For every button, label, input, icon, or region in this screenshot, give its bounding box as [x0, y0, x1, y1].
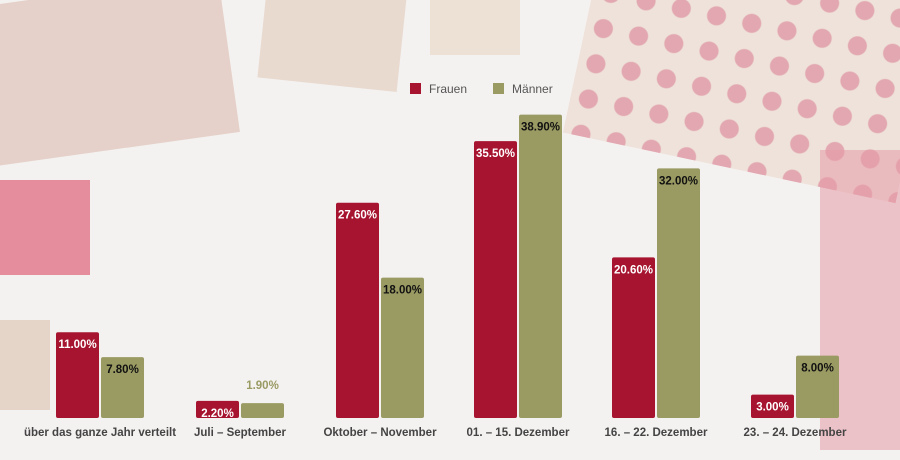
bar-maenner — [101, 357, 144, 418]
x-tick-label: 16. – 22. Dezember — [605, 427, 708, 439]
legend-item-maenner: Männer — [493, 82, 553, 96]
data-label: 2.20% — [201, 408, 234, 420]
data-label: 7.80% — [106, 364, 139, 376]
gift-decoration-bottom-left — [0, 320, 50, 410]
legend-swatch-frauen — [410, 83, 421, 94]
legend: Frauen Männer — [410, 82, 553, 96]
bar-frauen — [196, 400, 239, 418]
data-label: 3.00% — [756, 402, 789, 414]
data-label: 8.00% — [801, 363, 834, 375]
bar-maenner — [241, 403, 284, 418]
x-tick-label: Juli – September — [194, 427, 287, 439]
bar-maenner — [796, 355, 839, 418]
data-label: 18.00% — [383, 285, 422, 297]
legend-item-frauen: Frauen — [410, 82, 467, 96]
data-label: 20.60% — [614, 264, 653, 276]
data-label: 1.90% — [246, 380, 279, 392]
bar-frauen — [474, 141, 517, 418]
bar-frauen — [751, 394, 794, 418]
bar-frauen — [56, 332, 99, 418]
data-label: 38.90% — [521, 122, 560, 134]
x-tick-label: 23. – 24. Dezember — [744, 427, 847, 439]
data-label: 32.00% — [659, 175, 698, 187]
data-label: 11.00% — [58, 339, 96, 351]
data-label: 27.60% — [338, 210, 377, 222]
x-tick-label: 01. – 15. Dezember — [467, 427, 570, 439]
bar-frauen — [612, 257, 655, 418]
bar-maenner — [381, 277, 424, 418]
bar-maenner — [657, 168, 700, 418]
legend-swatch-maenner — [493, 83, 505, 94]
bar-frauen — [336, 202, 379, 418]
bar-maenner — [519, 114, 562, 418]
gift-decoration-top-mid — [430, 0, 520, 55]
data-label: 35.50% — [476, 148, 515, 160]
gift-decoration-left — [0, 180, 90, 275]
x-tick-label: Oktober – November — [323, 427, 437, 439]
x-tick-label: über das ganze Jahr verteilt — [24, 427, 176, 439]
